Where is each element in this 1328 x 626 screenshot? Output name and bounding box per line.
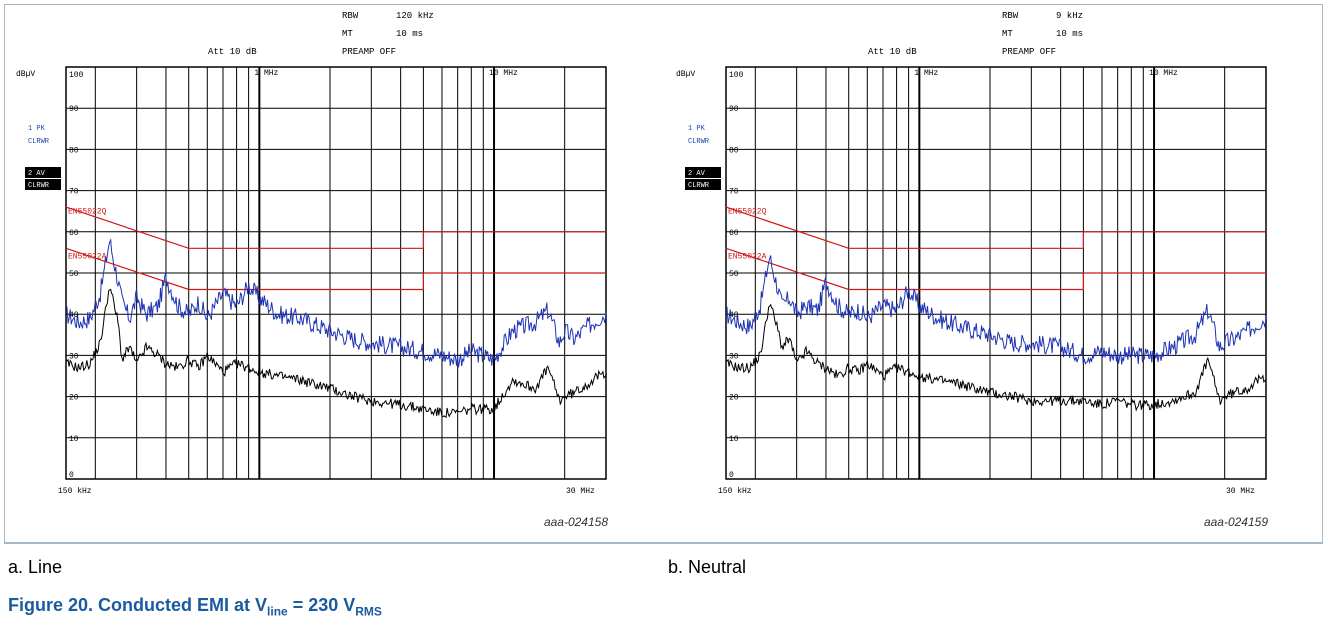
limit-line bbox=[725, 247, 1266, 291]
y-tick-label: 20 bbox=[69, 394, 79, 403]
trace-2-av bbox=[725, 303, 1267, 412]
y-tick-label: 80 bbox=[729, 146, 739, 155]
trace-1-pk bbox=[725, 255, 1267, 365]
header-rbw-label: RBW bbox=[1002, 11, 1019, 21]
legend-av-mode: CLRWR bbox=[688, 182, 710, 190]
y-tick-label: 0 bbox=[729, 471, 734, 480]
y-tick-label: 50 bbox=[729, 270, 739, 279]
figure-title: Figure 20. Conducted EMI at Vline = 230 … bbox=[8, 595, 382, 619]
header-rbw-value: 120 kHz bbox=[396, 11, 434, 21]
y-tick-label: 30 bbox=[69, 352, 79, 361]
header-att: Att 10 dB bbox=[868, 47, 917, 57]
figure-title-sub-line: line bbox=[267, 604, 288, 619]
header-rbw-value: 9 kHz bbox=[1056, 11, 1083, 21]
legend-av-mode-box bbox=[25, 179, 61, 190]
x-bottom-label-start: 150 kHz bbox=[718, 487, 752, 496]
y-tick-label: 60 bbox=[69, 229, 79, 238]
header-mt-value: 10 ms bbox=[1056, 29, 1083, 39]
y-tick-label: 90 bbox=[729, 105, 739, 114]
y-tick-label: 100 bbox=[729, 71, 744, 80]
y-tick-label: 60 bbox=[729, 229, 739, 238]
x-top-label-10mhz: 10 MHz bbox=[1149, 69, 1178, 78]
legend-av: 2 AV bbox=[688, 170, 706, 178]
header-preamp: PREAMP OFF bbox=[342, 47, 396, 57]
y-axis-label: dBµV bbox=[676, 70, 695, 79]
y-tick-label: 10 bbox=[729, 435, 739, 444]
y-tick-label: 10 bbox=[69, 435, 79, 444]
caption-separator bbox=[4, 543, 1323, 544]
limit-label-a: EN55022A bbox=[728, 253, 767, 262]
limit-line bbox=[65, 206, 606, 249]
legend-av-mode: CLRWR bbox=[28, 182, 50, 190]
y-tick-label: 40 bbox=[69, 311, 79, 320]
limit-label-q: EN55022Q bbox=[728, 207, 767, 216]
chart-line-svg: RBW 120 kHz MT 10 ms Att 10 dB PREAMP OFF dBµV… bbox=[16, 11, 608, 529]
legend-av-mode-box bbox=[685, 179, 721, 190]
x-bottom-label-end: 30 MHz bbox=[566, 487, 595, 496]
figure-title-prefix: Figure 20. Conducted EMI at V bbox=[8, 595, 268, 615]
legend-pk-mode: CLRWR bbox=[688, 138, 710, 146]
y-axis-label: dBµV bbox=[16, 70, 35, 79]
x-bottom-label-start: 150 kHz bbox=[58, 487, 92, 496]
legend-av-box bbox=[25, 167, 61, 178]
chart-neutral-svg: RBW 9 kHz MT 10 ms Att 10 dB PREAMP OFF dBµV 10… bbox=[676, 11, 1268, 529]
header-mt-label: MT bbox=[1002, 29, 1013, 39]
y-tick-label: 40 bbox=[729, 311, 739, 320]
figure-id: aaa-024159 bbox=[1204, 515, 1268, 529]
header-mt-value: 10 ms bbox=[396, 29, 423, 39]
limit-label-q: EN55022Q bbox=[68, 207, 107, 216]
figure-frame bbox=[4, 4, 1323, 543]
chart-neutral: RBW 9 kHz MT 10 ms Att 10 dB PREAMP OFF dBµV 10… bbox=[672, 6, 1270, 536]
header-mt-label: MT bbox=[342, 29, 353, 39]
header-rbw-label: RBW bbox=[342, 11, 359, 21]
legend-av-box bbox=[685, 167, 721, 178]
legend-pk-mode: CLRWR bbox=[28, 138, 50, 146]
legend-pk: 1 PK bbox=[28, 125, 46, 133]
y-tick-label: 50 bbox=[69, 270, 79, 279]
y-tick-label: 90 bbox=[69, 105, 79, 114]
caption-neutral: b. Neutral bbox=[668, 557, 747, 577]
x-top-label-1mhz: 1 MHz bbox=[254, 69, 278, 78]
y-tick-label: 70 bbox=[729, 188, 739, 197]
y-tick-label: 80 bbox=[69, 146, 79, 155]
figure-title-mid: = 230 V bbox=[287, 595, 356, 615]
legend-pk: 1 PK bbox=[688, 125, 706, 133]
y-tick-label: 100 bbox=[69, 71, 84, 80]
y-tick-label: 70 bbox=[69, 188, 79, 197]
x-bottom-label-end: 30 MHz bbox=[1226, 487, 1255, 496]
figure-title-sub-rms: RMS bbox=[355, 604, 382, 619]
header-preamp: PREAMP OFF bbox=[1002, 47, 1056, 57]
x-top-label-1mhz: 1 MHz bbox=[914, 69, 938, 78]
y-tick-label: 30 bbox=[729, 352, 739, 361]
header-att: Att 10 dB bbox=[208, 47, 257, 57]
trace-1-pk bbox=[65, 238, 607, 368]
limit-line bbox=[65, 247, 606, 291]
limit-line bbox=[725, 206, 1266, 249]
trace-2-av bbox=[65, 288, 607, 419]
legend-av: 2 AV bbox=[28, 170, 46, 178]
x-top-label-10mhz: 10 MHz bbox=[489, 69, 518, 78]
y-tick-label: 20 bbox=[729, 394, 739, 403]
figure-id: aaa-024158 bbox=[544, 515, 608, 529]
limit-label-a: EN55022A bbox=[68, 253, 107, 262]
chart-line: RBW 120 kHz MT 10 ms Att 10 dB PREAMP OFF dBµV… bbox=[12, 6, 610, 536]
y-tick-label: 0 bbox=[69, 471, 74, 480]
caption-line: a. Line bbox=[8, 557, 63, 577]
